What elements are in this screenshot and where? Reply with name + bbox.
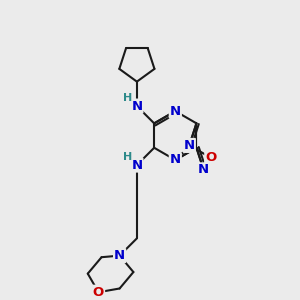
Text: N: N — [114, 249, 125, 262]
Text: O: O — [93, 286, 104, 299]
Text: N: N — [184, 139, 195, 152]
Text: N: N — [131, 159, 142, 172]
Text: N: N — [170, 105, 181, 118]
Text: N: N — [198, 164, 209, 176]
Text: H: H — [123, 152, 132, 162]
Text: N: N — [170, 154, 181, 166]
Text: O: O — [205, 151, 217, 164]
Text: H: H — [123, 93, 132, 103]
Text: N: N — [131, 100, 142, 112]
